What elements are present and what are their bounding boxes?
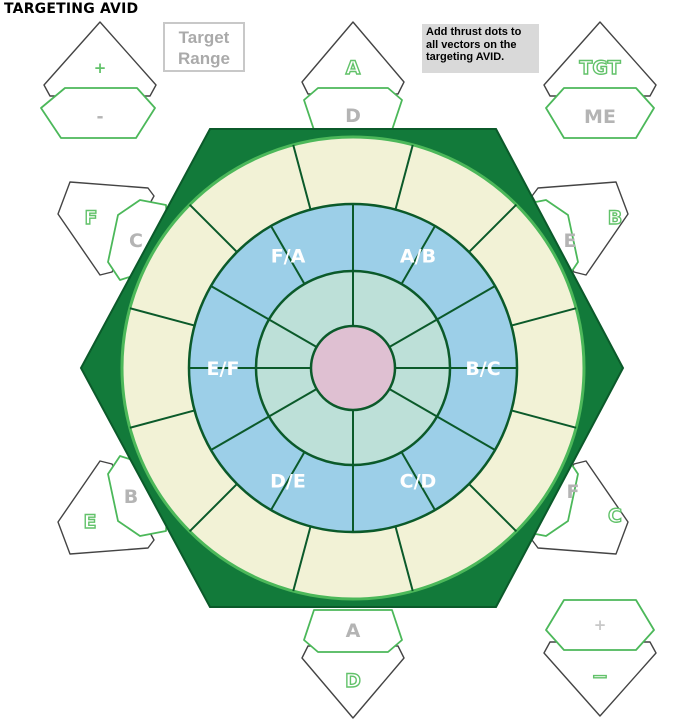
- b-shape[interactable]: [531, 181, 629, 276]
- outer-divider: [289, 526, 312, 599]
- middle-divider: [400, 451, 436, 511]
- e-lower-shape[interactable]: [57, 460, 155, 555]
- center-circle[interactable]: [309, 324, 397, 412]
- inner-divider: [388, 388, 438, 418]
- ring-label-ef: E/F: [207, 358, 240, 380]
- middle-divider: [210, 285, 270, 321]
- page-title: TARGETING AVID: [4, 1, 139, 17]
- c-label: C: [129, 230, 143, 252]
- middle-divider: [210, 415, 270, 451]
- e-lower-label: E: [84, 511, 97, 533]
- outer-divider: [122, 304, 195, 327]
- bottom-right-elevation-control[interactable]: + −: [543, 599, 657, 717]
- middle-divider: [270, 451, 306, 511]
- target-range-line2: Range: [178, 49, 230, 68]
- d-label: D: [345, 105, 361, 127]
- avid-dial: A/B B/C C/D D/E E/F F/A: [79, 128, 625, 608]
- outer-divider: [122, 409, 195, 432]
- target-range-box: Target Range: [163, 22, 245, 72]
- middle-divider: [436, 415, 496, 451]
- top-left-elevation-control[interactable]: + -: [40, 21, 157, 139]
- top-right-mode-control[interactable]: TGT ME: [543, 21, 657, 139]
- ring-label-ab: A/B: [400, 245, 436, 267]
- outer-divider: [394, 526, 417, 599]
- middle-ring-dividers: [189, 204, 517, 532]
- outer-divider: [289, 137, 312, 210]
- outer-ring-dividers: [122, 137, 584, 599]
- f-label: F: [85, 207, 98, 229]
- middle-ring-labels: A/B B/C C/D D/E E/F F/A: [207, 245, 501, 492]
- tgt-label: TGT: [579, 57, 620, 79]
- inner-divider: [388, 318, 438, 348]
- middle-divider: [436, 285, 496, 321]
- outer-divider: [468, 483, 524, 539]
- plus-bottom-shape[interactable]: [545, 599, 655, 651]
- plus-label: +: [94, 59, 107, 77]
- ring-label-fa: F/A: [271, 245, 306, 267]
- e-label: E: [564, 230, 577, 252]
- outer-divider: [182, 197, 238, 253]
- middle-divider: [400, 225, 436, 285]
- top-center-vector-control[interactable]: A D: [301, 21, 405, 131]
- f-shape[interactable]: [57, 181, 155, 276]
- outer-divider: [394, 137, 417, 210]
- ring-label-de: D/E: [270, 471, 306, 493]
- outer-divider: [511, 304, 584, 327]
- instruction-note: Add thrust dots to all vectors on the ta…: [422, 24, 539, 73]
- me-shape[interactable]: [545, 87, 655, 139]
- d-bottom-label: D: [345, 670, 361, 692]
- inner-ring-dividers: [256, 271, 450, 465]
- f-lower-label: F: [567, 481, 580, 503]
- b-lower-label: B: [124, 486, 138, 508]
- c-lower-label: C: [608, 505, 622, 527]
- target-range-line1: Target: [178, 28, 230, 47]
- middle-divider: [270, 225, 306, 285]
- bottom-center-vector-control[interactable]: A D: [301, 609, 405, 719]
- outer-divider: [468, 197, 524, 253]
- plus-bottom-label: +: [594, 616, 607, 634]
- inner-divider: [268, 388, 318, 418]
- c-lower-shape[interactable]: [531, 460, 629, 555]
- minus-label: -: [96, 107, 103, 127]
- b-label: B: [608, 207, 622, 229]
- ring-label-bc: B/C: [465, 358, 500, 380]
- left-upper-vector-control[interactable]: F C: [57, 181, 171, 281]
- outer-divider: [511, 409, 584, 432]
- a-bottom-shape[interactable]: [303, 609, 403, 653]
- inner-divider: [268, 318, 318, 348]
- minus-shape[interactable]: [40, 87, 156, 139]
- a-label: A: [346, 57, 361, 79]
- minus-bottom-label: −: [592, 664, 609, 688]
- me-label: ME: [584, 106, 616, 128]
- outer-divider: [182, 483, 238, 539]
- a-bottom-label: A: [346, 620, 361, 642]
- ring-label-cd: C/D: [400, 471, 437, 493]
